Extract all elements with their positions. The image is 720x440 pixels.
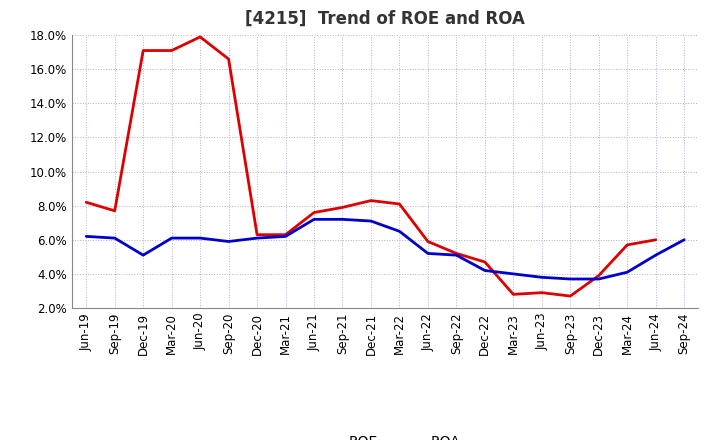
ROE (310, 210, 318, 215)
ROE (623, 242, 631, 248)
ROE (395, 202, 404, 207)
ROA (167, 235, 176, 241)
ROA (110, 235, 119, 241)
ROE (82, 200, 91, 205)
Title: [4215]  Trend of ROE and ROA: [4215] Trend of ROE and ROA (246, 10, 525, 28)
ROA (139, 253, 148, 258)
ROA (366, 218, 375, 224)
ROA (509, 271, 518, 276)
Legend: ROE, ROA: ROE, ROA (305, 429, 466, 440)
Line: ROE: ROE (86, 37, 656, 296)
ROE (652, 237, 660, 242)
ROA (623, 270, 631, 275)
ROE (196, 34, 204, 40)
ROA (253, 235, 261, 241)
Line: ROA: ROA (86, 219, 684, 279)
ROE (110, 208, 119, 213)
ROE (509, 292, 518, 297)
ROA (566, 276, 575, 282)
ROE (253, 232, 261, 237)
ROA (680, 237, 688, 242)
ROA (225, 239, 233, 244)
ROE (423, 239, 432, 244)
ROE (366, 198, 375, 203)
ROA (595, 276, 603, 282)
ROA (452, 253, 461, 258)
ROA (652, 253, 660, 258)
ROA (310, 216, 318, 222)
ROA (338, 216, 347, 222)
ROA (82, 234, 91, 239)
ROA (282, 234, 290, 239)
ROE (139, 48, 148, 53)
ROA (537, 275, 546, 280)
ROE (566, 293, 575, 299)
ROE (480, 259, 489, 264)
ROA (423, 251, 432, 256)
ROE (595, 273, 603, 278)
ROE (167, 48, 176, 53)
ROE (338, 205, 347, 210)
ROA (395, 229, 404, 234)
ROA (196, 235, 204, 241)
ROE (452, 251, 461, 256)
ROE (282, 232, 290, 237)
ROE (225, 56, 233, 62)
ROA (480, 268, 489, 273)
ROE (537, 290, 546, 295)
